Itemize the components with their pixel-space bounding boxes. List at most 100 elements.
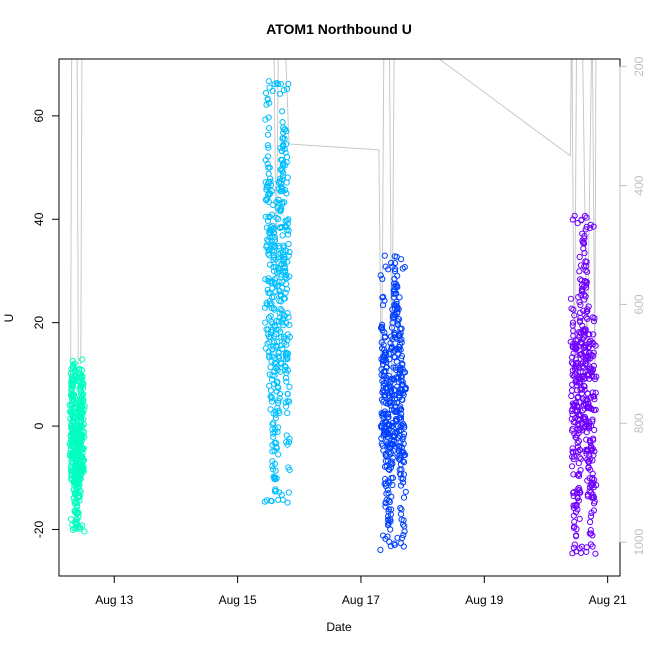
data-point: [283, 378, 290, 385]
data-point: [571, 518, 578, 526]
data-point: [575, 473, 583, 480]
data-point: [590, 352, 597, 359]
data-point: [394, 534, 401, 541]
data-point: [387, 464, 395, 471]
data-point: [399, 396, 406, 403]
data-point: [275, 451, 282, 458]
data-point: [389, 474, 397, 481]
data-point: [577, 489, 584, 496]
data-point: [581, 212, 589, 220]
data-point: [265, 144, 272, 151]
data-point: [586, 225, 594, 232]
data-point: [394, 309, 401, 316]
data-point: [387, 518, 394, 525]
data-point: [268, 211, 275, 218]
data-point: [401, 459, 408, 466]
data-point: [569, 381, 576, 388]
data-point: [397, 540, 404, 547]
data-point: [400, 479, 407, 486]
data-point: [279, 496, 286, 503]
data-point: [587, 530, 595, 537]
data-point: [583, 314, 590, 321]
data-point: [285, 80, 292, 88]
y-tick-label: 60: [32, 109, 46, 123]
data-point: [588, 422, 595, 429]
data-point: [280, 242, 287, 249]
data-point: [282, 162, 289, 169]
data-point: [398, 406, 405, 413]
data-point: [590, 223, 597, 230]
data-point: [379, 275, 386, 282]
data-point: [397, 325, 404, 333]
data-point: [590, 318, 598, 325]
data-point: [284, 258, 291, 265]
data-point: [377, 546, 384, 554]
data-point: [401, 264, 408, 271]
chart-title: ATOM1 Northbound U: [266, 21, 412, 37]
data-point: [284, 220, 291, 227]
data-point: [272, 237, 279, 244]
x-tick-label: Aug 17: [342, 593, 380, 607]
data-point: [278, 165, 285, 172]
data-point: [70, 392, 77, 399]
data-point: [576, 515, 583, 523]
data-point: [397, 414, 405, 421]
data-point: [591, 426, 598, 434]
data-point: [281, 135, 288, 142]
series-2-points: [261, 78, 293, 506]
data-point: [286, 248, 293, 256]
data-point: [590, 349, 597, 356]
data-point: [77, 488, 84, 495]
data-point: [265, 170, 272, 177]
data-point: [591, 396, 598, 403]
data-point: [571, 312, 578, 319]
data-point: [587, 527, 594, 534]
data-point: [576, 253, 583, 261]
data-point: [570, 332, 577, 339]
data-point: [396, 403, 403, 410]
data-point: [282, 186, 289, 194]
data-point: [572, 509, 580, 516]
data-point: [278, 307, 285, 314]
data-point: [80, 391, 87, 398]
data-point: [588, 368, 595, 375]
data-point: [267, 182, 274, 189]
data-point: [584, 308, 591, 315]
data-point: [267, 313, 274, 320]
data-point: [391, 353, 398, 360]
y-axis-left: -20 0 20 40 60: [32, 109, 60, 538]
data-point: [382, 381, 389, 388]
data-point: [284, 310, 291, 317]
data-point: [581, 232, 588, 240]
y-tick-label: 20: [32, 316, 46, 330]
data-point: [401, 430, 408, 437]
data-point: [266, 352, 273, 359]
data-point: [587, 518, 594, 526]
data-point: [580, 245, 587, 252]
data-point: [266, 125, 273, 132]
data-point: [74, 503, 81, 510]
data-point: [581, 326, 588, 333]
data-point: [571, 212, 578, 219]
data-point: [574, 494, 581, 501]
data-point: [282, 247, 289, 254]
data-point: [73, 520, 80, 528]
data-point: [265, 131, 272, 138]
x-axis: Aug 13 Aug 15 Aug 17 Aug 19 Aug 21: [95, 575, 627, 607]
data-point: [70, 364, 77, 372]
data-point: [382, 480, 389, 487]
data-point: [74, 510, 81, 517]
data-point: [388, 324, 396, 331]
data-point: [573, 532, 580, 539]
data-point: [401, 369, 409, 376]
data-point: [271, 428, 278, 435]
data-point: [275, 496, 282, 503]
data-point: [275, 407, 282, 414]
series-1-points: [66, 356, 88, 535]
data-point: [271, 234, 278, 241]
data-point: [80, 397, 87, 404]
x-axis-label: Date: [326, 620, 352, 634]
data-point: [577, 309, 584, 316]
data-point: [273, 439, 280, 446]
data-point: [585, 343, 593, 350]
